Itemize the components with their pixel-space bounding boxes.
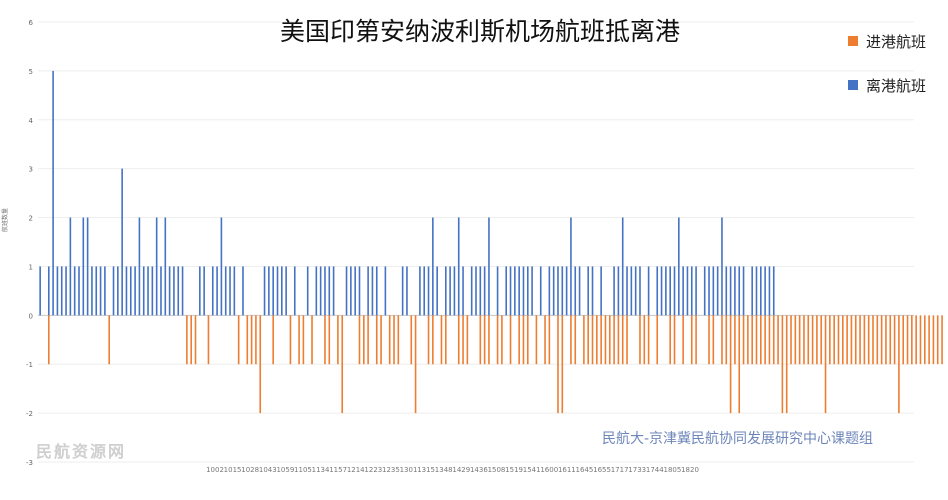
x-tick-label: 1105 bbox=[294, 466, 312, 474]
x-tick-label: 1508 bbox=[488, 466, 506, 474]
credit-text: 民航大-京津冀民航协同发展研究中心课题组 bbox=[602, 431, 874, 447]
legend: 进港航班 离港航班 bbox=[848, 30, 926, 118]
legend-label-departures: 离港航班 bbox=[866, 76, 927, 95]
x-tick-label: 1805 bbox=[663, 466, 681, 474]
x-tick-labels: 1002 1015 1028 1043 1059 1105 1134 1157 1214 1223… bbox=[206, 466, 699, 474]
x-tick-label: 1733 bbox=[628, 466, 646, 474]
legend-swatch-departures bbox=[848, 80, 858, 90]
y-tick-label: 5 bbox=[29, 68, 33, 76]
x-tick-label: 1519 bbox=[505, 466, 523, 474]
x-tick-label: 1157 bbox=[329, 466, 347, 474]
x-tick-label: 1611 bbox=[558, 466, 576, 474]
x-tick-label: 1645 bbox=[576, 466, 594, 474]
x-tick-label: 1744 bbox=[646, 466, 664, 474]
x-tick-label: 1134 bbox=[312, 466, 330, 474]
bars bbox=[39, 70, 943, 414]
x-tick-label: 1015 bbox=[224, 466, 242, 474]
watermark-logo: 民航资源网 bbox=[36, 442, 127, 461]
x-tick-label: 1235 bbox=[382, 466, 400, 474]
y-tick-label: -3 bbox=[26, 459, 33, 467]
x-tick-label: 1223 bbox=[364, 466, 382, 474]
x-tick-label: 1436 bbox=[470, 466, 488, 474]
x-tick-label: 1600 bbox=[540, 466, 558, 474]
y-axis-label: 航班数量 bbox=[2, 207, 9, 232]
legend-label-arrivals: 进港航班 bbox=[866, 32, 927, 51]
y-tick-label: 1 bbox=[29, 263, 33, 271]
x-tick-label: 1820 bbox=[681, 466, 699, 474]
x-tick-label: 1043 bbox=[259, 466, 277, 474]
y-tick-label: -1 bbox=[26, 361, 33, 369]
x-tick-label: 1301 bbox=[400, 466, 418, 474]
x-tick-label: 1348 bbox=[435, 466, 453, 474]
chart-title: 美国印第安纳波利斯机场航班抵离港 bbox=[279, 17, 680, 46]
y-tick-label: 2 bbox=[29, 215, 33, 223]
x-tick-label: 1429 bbox=[452, 466, 470, 474]
y-tick-label: 4 bbox=[29, 117, 34, 125]
x-tick-label: 1059 bbox=[276, 466, 294, 474]
x-tick-label: 1214 bbox=[347, 466, 365, 474]
y-tick-label: 6 bbox=[29, 19, 34, 27]
x-tick-label: 1002 bbox=[206, 466, 224, 474]
legend-swatch-arrivals bbox=[848, 36, 858, 46]
legend-item-departures: 离港航班 bbox=[848, 74, 926, 96]
y-tick-label: 0 bbox=[29, 312, 33, 320]
y-tick-label: 3 bbox=[29, 166, 33, 174]
x-tick-label: 1028 bbox=[241, 466, 259, 474]
legend-item-arrivals: 进港航班 bbox=[848, 30, 926, 52]
y-tick-labels: -3 -2 -1 0 1 2 3 4 5 6 bbox=[26, 19, 34, 467]
x-tick-label: 1655 bbox=[593, 466, 611, 474]
x-tick-label: 1717 bbox=[611, 466, 629, 474]
y-tick-label: -2 bbox=[26, 410, 33, 418]
x-tick-label: 1315 bbox=[417, 466, 435, 474]
x-tick-label: 1541 bbox=[523, 466, 541, 474]
